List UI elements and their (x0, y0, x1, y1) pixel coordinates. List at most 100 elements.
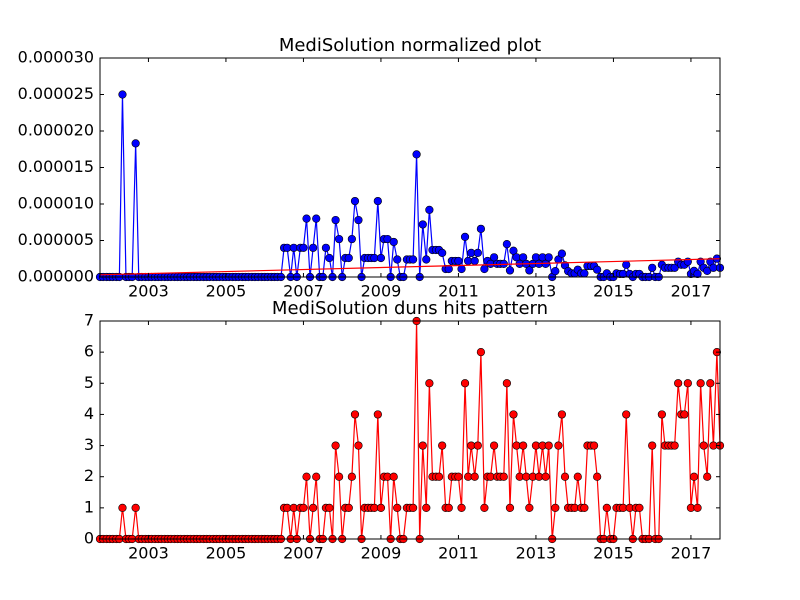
data-point (635, 503, 644, 512)
data-point (457, 503, 466, 512)
y-tick-label: 0.000000 (18, 267, 94, 286)
data-point (347, 234, 356, 244)
chart-title: MediSolution normalized plot (279, 35, 541, 56)
y-tick-label: 4 (84, 404, 94, 423)
data-point (302, 214, 311, 223)
data-point (393, 255, 402, 264)
data-point (409, 255, 418, 264)
data-point (670, 441, 679, 450)
data-point (460, 379, 470, 388)
data-point (505, 503, 515, 512)
data-point (573, 472, 582, 481)
data-point (334, 472, 344, 481)
data-point (460, 232, 470, 241)
data-point (519, 253, 528, 262)
y-tick-label: 0.000015 (18, 157, 94, 176)
data-point (470, 256, 479, 266)
data-point (325, 253, 334, 263)
data-point (489, 253, 499, 262)
data-point (131, 503, 140, 512)
x-tick-label: 2013 (516, 282, 557, 301)
data-point (480, 264, 489, 274)
data-point (648, 441, 657, 450)
data-point (551, 267, 560, 276)
data-point (118, 503, 127, 512)
data-point (444, 264, 453, 274)
data-point (409, 503, 418, 512)
data-point (473, 248, 482, 258)
x-tick-label: 2011 (438, 544, 479, 563)
data-point (454, 472, 463, 481)
data-point (509, 410, 518, 419)
data-point (438, 441, 447, 450)
data-point (593, 472, 602, 481)
data-point (444, 503, 453, 512)
x-tick-label: 2015 (593, 282, 634, 301)
data-point (703, 472, 712, 481)
x-tick-label: 2017 (671, 282, 712, 301)
data-point (509, 246, 518, 255)
series-line (100, 94, 721, 279)
data-point (683, 379, 692, 388)
y-tick-label: 0.000020 (18, 121, 94, 140)
data-point (312, 472, 321, 481)
data-point (505, 266, 515, 275)
data-point (689, 472, 699, 481)
data-point (299, 243, 308, 252)
data-point (557, 410, 567, 419)
x-tick-label: 2015 (593, 544, 634, 563)
data-point (489, 441, 499, 450)
x-tick-label: 2005 (206, 282, 247, 301)
data-point (309, 243, 318, 252)
data-point (331, 215, 340, 225)
data-point (347, 472, 356, 481)
data-point (321, 243, 331, 252)
data-point (309, 503, 318, 512)
y-tick-label: 6 (84, 342, 94, 361)
x-tick-label: 2011 (438, 282, 479, 301)
data-point (680, 410, 689, 419)
data-point (525, 266, 534, 275)
data-point (350, 410, 360, 419)
data-point (502, 379, 511, 388)
data-point (389, 237, 398, 247)
x-tick-label: 2017 (671, 544, 712, 563)
data-point (473, 441, 482, 450)
data-point (657, 410, 666, 419)
data-point (480, 503, 489, 512)
data-point (580, 269, 589, 278)
x-tick-label: 2007 (283, 282, 324, 301)
data-point (693, 269, 702, 279)
y-tick-label: 0.000030 (18, 48, 94, 67)
data-point (350, 196, 360, 206)
x-tick-label: 2009 (361, 544, 402, 563)
data-point (551, 503, 560, 512)
data-point (373, 196, 382, 206)
x-tick-label: 2003 (128, 544, 169, 563)
x-tick-label: 2013 (516, 544, 557, 563)
series-line (99, 258, 721, 276)
data-point (354, 441, 363, 450)
data-point (425, 205, 434, 214)
data-point (425, 379, 434, 388)
plot-frame (99, 57, 721, 278)
data-point (393, 503, 402, 512)
data-point (334, 234, 344, 244)
data-point (554, 441, 563, 450)
data-point (302, 472, 311, 481)
data-point (476, 348, 486, 357)
data-point (541, 472, 550, 481)
chart-title: MediSolution duns hits pattern (272, 298, 548, 319)
data-point (389, 472, 398, 481)
data-point (706, 379, 715, 388)
data-point (344, 253, 353, 263)
x-tick-label: 2005 (206, 544, 247, 563)
y-tick-label: 1 (84, 497, 94, 516)
y-tick-label: 0.000005 (18, 230, 94, 249)
data-point (376, 503, 386, 512)
y-tick-label: 5 (84, 373, 94, 392)
data-point (560, 472, 570, 481)
data-point (593, 265, 602, 274)
x-tick-label: 2007 (283, 544, 324, 563)
